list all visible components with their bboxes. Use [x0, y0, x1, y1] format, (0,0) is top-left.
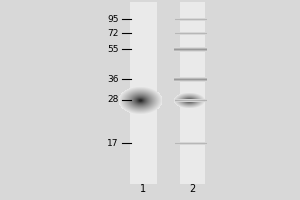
Text: 72: 72 — [107, 28, 118, 38]
Text: 36: 36 — [107, 74, 118, 84]
Text: 1: 1 — [140, 184, 146, 194]
Text: 55: 55 — [107, 45, 118, 53]
Text: 95: 95 — [107, 15, 118, 23]
Text: 17: 17 — [107, 138, 118, 148]
Text: 28: 28 — [107, 96, 118, 104]
Text: 2: 2 — [189, 184, 195, 194]
